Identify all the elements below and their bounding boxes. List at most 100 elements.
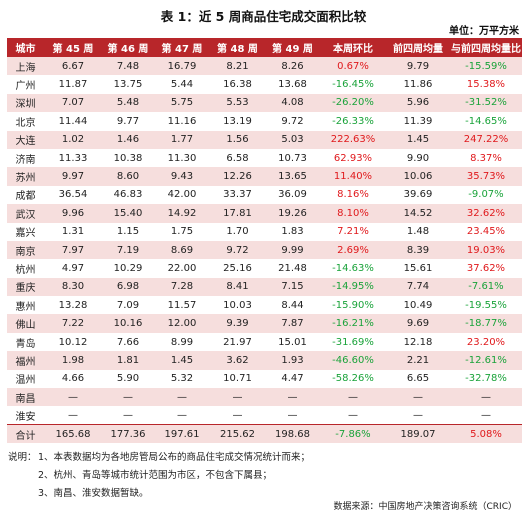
value-cell: 8.69 bbox=[154, 240, 210, 260]
value-cell: 9.99 bbox=[265, 240, 320, 260]
value-cell: 5.08% bbox=[450, 424, 522, 444]
col-header: 第 49 周 bbox=[265, 38, 320, 57]
value-cell: 46.83 bbox=[102, 185, 154, 205]
city-cell: 南昌 bbox=[7, 388, 44, 407]
value-cell: 13.19 bbox=[210, 112, 265, 131]
value-cell: 10.38 bbox=[102, 148, 154, 168]
value-cell: 8.21 bbox=[210, 57, 265, 76]
value-cell: 5.48 bbox=[102, 93, 154, 113]
value-cell: 11.16 bbox=[154, 112, 210, 131]
value-cell: 8.39 bbox=[386, 240, 450, 260]
value-cell: — bbox=[102, 388, 154, 407]
value-cell: -31.69% bbox=[320, 332, 386, 352]
col-header: 前四周均量 bbox=[386, 38, 450, 57]
value-cell: 11.87 bbox=[44, 75, 102, 94]
value-cell: -14.95% bbox=[320, 277, 386, 297]
col-header: 与前四周均量比 bbox=[450, 38, 522, 57]
value-cell: 7.07 bbox=[44, 93, 102, 113]
table-row: 济南 11.33 10.38 11.30 6.58 10.73 62.93% 9.90 8.37… bbox=[7, 148, 522, 168]
value-cell: 33.37 bbox=[210, 185, 265, 205]
city-cell: 上海 bbox=[7, 57, 44, 76]
table-row: 佛山 7.22 10.16 12.00 9.39 7.87 -16.21% 9.69 -18.7… bbox=[7, 314, 522, 333]
value-cell: 1.46 bbox=[102, 130, 154, 149]
value-cell: 7.19 bbox=[102, 240, 154, 260]
value-cell: 4.47 bbox=[265, 369, 320, 389]
city-cell: 佛山 bbox=[7, 314, 44, 333]
value-cell: 36.09 bbox=[265, 185, 320, 205]
value-cell: 1.15 bbox=[102, 222, 154, 241]
value-cell: 1.98 bbox=[44, 351, 102, 370]
value-cell: — bbox=[265, 388, 320, 407]
value-cell: 25.16 bbox=[210, 259, 265, 278]
value-cell: 16.79 bbox=[154, 57, 210, 76]
value-cell: 19.26 bbox=[265, 204, 320, 223]
value-cell: 11.86 bbox=[386, 75, 450, 94]
value-cell: 15.01 bbox=[265, 332, 320, 352]
table-body: 上海 6.67 7.48 16.79 8.21 8.26 0.67% 9.79 -15.59% 广… bbox=[7, 57, 522, 444]
value-cell: 198.68 bbox=[265, 424, 320, 444]
value-cell: 6.65 bbox=[386, 369, 450, 389]
value-cell: 2.21 bbox=[386, 351, 450, 370]
value-cell: 9.77 bbox=[102, 112, 154, 131]
value-cell: 8.44 bbox=[265, 296, 320, 315]
value-cell: 13.28 bbox=[44, 296, 102, 315]
value-cell: — bbox=[154, 406, 210, 425]
value-cell: 8.10% bbox=[320, 204, 386, 223]
table-row: 武汉 9.96 15.40 14.92 17.81 19.26 8.10% 14.52 32.6… bbox=[7, 204, 522, 223]
value-cell: — bbox=[154, 388, 210, 407]
city-cell: 惠州 bbox=[7, 296, 44, 315]
value-cell: 15.38% bbox=[450, 75, 522, 94]
value-cell: 197.61 bbox=[154, 424, 210, 444]
table-row: 重庆 8.30 6.98 7.28 8.41 7.15 -14.95% 7.74 -7.61% bbox=[7, 277, 522, 297]
col-header: 城市 bbox=[7, 38, 44, 57]
city-cell: 南京 bbox=[7, 240, 44, 260]
value-cell: 10.73 bbox=[265, 148, 320, 168]
value-cell: 7.74 bbox=[386, 277, 450, 297]
value-cell: 3.62 bbox=[210, 351, 265, 370]
value-cell: -7.86% bbox=[320, 424, 386, 444]
value-cell: 13.68 bbox=[265, 75, 320, 94]
value-cell: 1.48 bbox=[386, 222, 450, 241]
value-cell: -7.61% bbox=[450, 277, 522, 297]
city-cell: 武汉 bbox=[7, 204, 44, 223]
note-line: 2、杭州、青岛等城市统计范围为市区，不包含下属县； bbox=[38, 470, 273, 481]
value-cell: 21.48 bbox=[265, 259, 320, 278]
value-cell: 10.12 bbox=[44, 332, 102, 352]
value-cell: 23.20% bbox=[450, 332, 522, 352]
total-row: 合计 165.68 177.36 197.61 215.62 198.68 -7.86% 18… bbox=[7, 424, 522, 444]
col-header: 第 46 周 bbox=[102, 38, 154, 57]
value-cell: — bbox=[44, 388, 102, 407]
value-cell: 42.00 bbox=[154, 185, 210, 205]
value-cell: 6.67 bbox=[44, 57, 102, 76]
note-line: 1、本表数据均为各地房管局公布的商品住宅成交情况统计而来； bbox=[38, 452, 311, 463]
value-cell: 8.99 bbox=[154, 332, 210, 352]
value-cell: 177.36 bbox=[102, 424, 154, 444]
value-cell: 8.60 bbox=[102, 167, 154, 186]
value-cell: 8.41 bbox=[210, 277, 265, 297]
value-cell: 11.44 bbox=[44, 112, 102, 131]
value-cell: 11.33 bbox=[44, 148, 102, 168]
value-cell: 5.44 bbox=[154, 75, 210, 94]
value-cell: 19.03% bbox=[450, 240, 522, 260]
city-cell: 淮安 bbox=[7, 406, 44, 425]
table-row: 北京 11.44 9.77 11.16 13.19 9.72 -26.33% 11.39 -14… bbox=[7, 112, 522, 131]
city-cell: 北京 bbox=[7, 112, 44, 131]
value-cell: -14.63% bbox=[320, 259, 386, 278]
table-row: 福州 1.98 1.81 1.45 3.62 1.93 -46.60% 2.21 -12.61% bbox=[7, 351, 522, 370]
value-cell: -18.77% bbox=[450, 314, 522, 333]
table-row: 成都 36.54 46.83 42.00 33.37 36.09 8.16% 39.69 -9.… bbox=[7, 185, 522, 205]
value-cell: 11.30 bbox=[154, 148, 210, 168]
value-cell: 10.06 bbox=[386, 167, 450, 186]
col-header: 第 45 周 bbox=[44, 38, 102, 57]
value-cell: 5.32 bbox=[154, 369, 210, 389]
value-cell: 5.03 bbox=[265, 130, 320, 149]
value-cell: 7.97 bbox=[44, 240, 102, 260]
table-row: 大连 1.02 1.46 1.77 1.56 5.03 222.63% 1.45 247.22% bbox=[7, 130, 522, 149]
value-cell: 1.93 bbox=[265, 351, 320, 370]
value-cell: 9.39 bbox=[210, 314, 265, 333]
value-cell: 4.66 bbox=[44, 369, 102, 389]
value-cell: 1.45 bbox=[386, 130, 450, 149]
value-cell: 1.81 bbox=[102, 351, 154, 370]
value-cell: 13.65 bbox=[265, 167, 320, 186]
value-cell: 4.97 bbox=[44, 259, 102, 278]
